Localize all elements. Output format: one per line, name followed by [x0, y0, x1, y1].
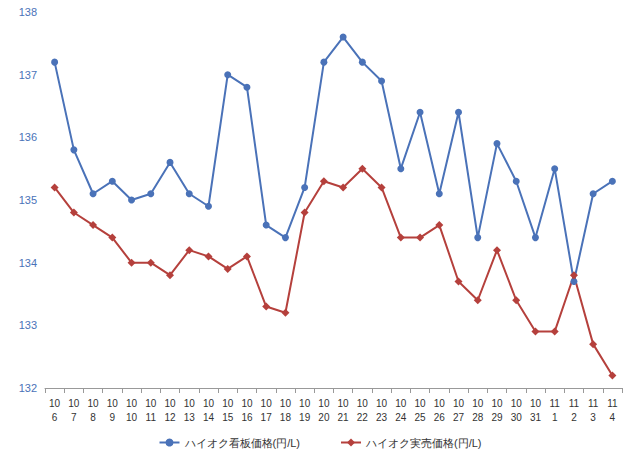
svg-text:2: 2	[571, 412, 577, 423]
svg-text:25: 25	[414, 412, 426, 423]
svg-text:137: 137	[19, 69, 37, 81]
svg-text:20: 20	[318, 412, 330, 423]
svg-text:10: 10	[472, 398, 484, 409]
svg-text:8: 8	[90, 412, 96, 423]
svg-text:10: 10	[338, 398, 350, 409]
svg-text:10: 10	[88, 398, 100, 409]
svg-text:16: 16	[241, 412, 253, 423]
svg-text:10: 10	[222, 398, 234, 409]
svg-text:27: 27	[453, 412, 465, 423]
svg-text:136: 136	[19, 131, 37, 143]
svg-text:18: 18	[280, 412, 292, 423]
svg-text:10: 10	[434, 398, 446, 409]
svg-text:17: 17	[261, 412, 273, 423]
svg-text:14: 14	[203, 412, 215, 423]
svg-text:133: 133	[19, 319, 37, 331]
svg-text:132: 132	[19, 382, 37, 394]
svg-text:10: 10	[491, 398, 503, 409]
svg-text:10: 10	[145, 398, 157, 409]
svg-text:134: 134	[19, 257, 37, 269]
svg-text:10: 10	[203, 398, 215, 409]
svg-text:10: 10	[453, 398, 465, 409]
svg-text:6: 6	[52, 412, 58, 423]
svg-text:10: 10	[530, 398, 542, 409]
svg-text:24: 24	[395, 412, 407, 423]
svg-text:138: 138	[19, 6, 37, 18]
svg-text:4: 4	[610, 412, 616, 423]
svg-text:10: 10	[126, 398, 138, 409]
svg-text:10: 10	[318, 398, 330, 409]
svg-text:10: 10	[511, 398, 523, 409]
svg-text:11: 11	[569, 398, 580, 409]
svg-text:15: 15	[222, 412, 234, 423]
svg-text:9: 9	[110, 412, 116, 423]
svg-text:31: 31	[530, 412, 542, 423]
svg-text:26: 26	[434, 412, 446, 423]
svg-text:28: 28	[472, 412, 484, 423]
svg-text:10: 10	[49, 398, 61, 409]
svg-text:3: 3	[590, 412, 596, 423]
svg-text:12: 12	[164, 412, 176, 423]
svg-text:1: 1	[552, 412, 558, 423]
svg-text:23: 23	[376, 412, 388, 423]
svg-text:10: 10	[357, 398, 369, 409]
svg-text:10: 10	[107, 398, 119, 409]
svg-text:ハイオク実売価格(円/L): ハイオク実売価格(円/L)	[365, 437, 482, 449]
svg-text:10: 10	[376, 398, 388, 409]
svg-text:30: 30	[511, 412, 523, 423]
svg-text:22: 22	[357, 412, 369, 423]
svg-text:10: 10	[184, 398, 196, 409]
svg-text:11: 11	[549, 398, 560, 409]
svg-text:21: 21	[338, 412, 350, 423]
svg-text:11: 11	[146, 412, 157, 423]
svg-text:10: 10	[299, 398, 311, 409]
svg-text:135: 135	[19, 194, 37, 206]
svg-text:19: 19	[299, 412, 311, 423]
svg-text:10: 10	[241, 398, 253, 409]
svg-text:10: 10	[395, 398, 407, 409]
svg-text:7: 7	[71, 412, 77, 423]
svg-text:10: 10	[261, 398, 273, 409]
svg-text:13: 13	[184, 412, 196, 423]
svg-text:10: 10	[414, 398, 426, 409]
svg-text:29: 29	[491, 412, 503, 423]
svg-text:11: 11	[588, 398, 599, 409]
svg-text:11: 11	[607, 398, 618, 409]
svg-text:10: 10	[280, 398, 292, 409]
svg-text:10: 10	[126, 412, 138, 423]
svg-text:10: 10	[68, 398, 80, 409]
svg-text:10: 10	[164, 398, 176, 409]
svg-text:ハイオク看板価格(円/L): ハイオク看板価格(円/L)	[184, 437, 301, 449]
